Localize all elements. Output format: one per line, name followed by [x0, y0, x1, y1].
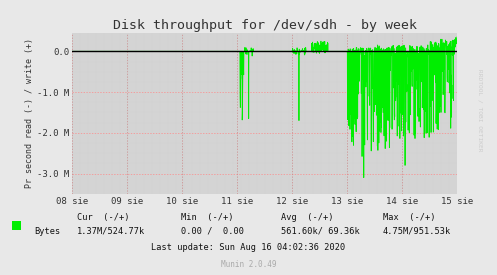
Title: Disk throughput for /dev/sdh - by week: Disk throughput for /dev/sdh - by week: [113, 19, 416, 32]
Text: 1.37M/524.77k: 1.37M/524.77k: [77, 227, 145, 236]
Text: RRDTOOL / TOBI OETIKER: RRDTOOL / TOBI OETIKER: [477, 69, 482, 151]
Y-axis label: Pr second read (-) / write (+): Pr second read (-) / write (+): [25, 39, 34, 188]
Text: Bytes: Bytes: [34, 227, 60, 236]
Text: 561.60k/ 69.36k: 561.60k/ 69.36k: [281, 227, 359, 236]
Text: Avg  (-/+): Avg (-/+): [281, 213, 333, 222]
Text: Cur  (-/+): Cur (-/+): [77, 213, 130, 222]
Text: 4.75M/951.53k: 4.75M/951.53k: [383, 227, 451, 236]
Text: 0.00 /  0.00: 0.00 / 0.00: [181, 227, 245, 236]
Text: Munin 2.0.49: Munin 2.0.49: [221, 260, 276, 269]
Text: Last update: Sun Aug 16 04:02:36 2020: Last update: Sun Aug 16 04:02:36 2020: [152, 243, 345, 252]
Text: Min  (-/+): Min (-/+): [181, 213, 234, 222]
Text: Max  (-/+): Max (-/+): [383, 213, 435, 222]
